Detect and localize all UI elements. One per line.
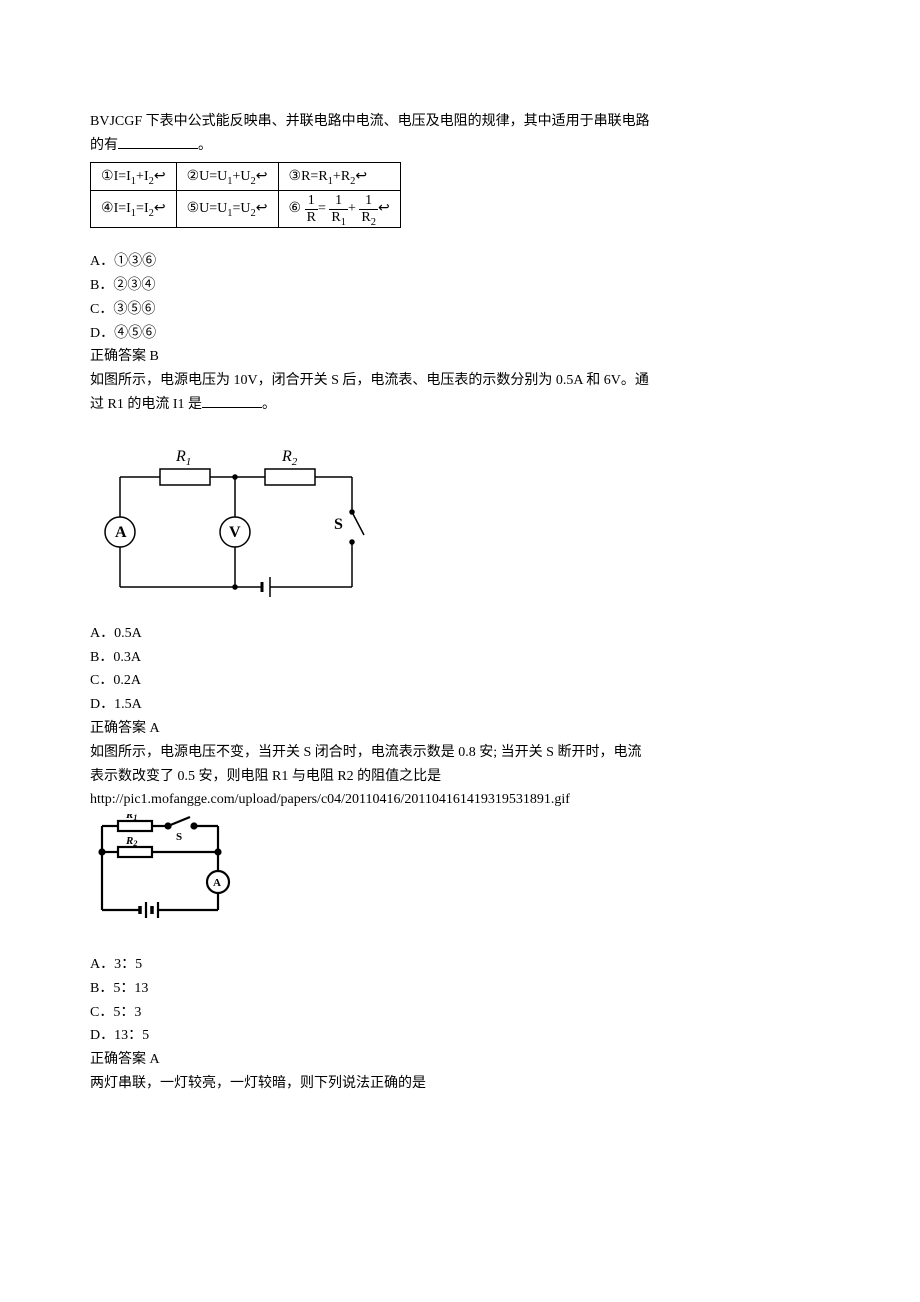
q2-answer: 正确答案 A [90,717,830,741]
svg-text:R1: R1 [125,814,137,822]
q2-option-b: B．0.3A [90,646,830,670]
q1-option-c: C．③⑤⑥ [90,298,830,322]
circled-number: ⑥ [289,202,302,217]
q3-line2: 表示数改变了 0.5 安，则电阻 R1 与电阻 R2 的阻值之比是 [90,765,830,789]
equals-sign: = [318,202,326,217]
switch-label: S [334,516,343,533]
r2-label: R [281,448,292,465]
numerator: 1 [359,193,378,209]
cell-1-2: ②U=U1+U2↩ [176,162,278,191]
q1-option-d: D．④⑤⑥ [90,322,830,346]
r1-sub: 1 [133,814,137,822]
table-row: ④I=I1=I2↩ ⑤U=U1=U2↩ ⑥ 1 R = 1 R1 + 1 R2 … [91,191,401,228]
subscript: 2 [251,208,256,219]
formula-text: +I [136,169,149,184]
formula-text: U=U [199,169,227,184]
q1-intro: BVJCGF 下表中公式能反映串、并联电路中电流、电压及电阻的规律，其中适用于串… [90,110,830,134]
formula-text: =U [233,201,251,216]
ammeter-label: A [115,524,127,541]
subscript: 2 [149,208,154,219]
cell-1-1: ①I=I1+I2↩ [91,162,177,191]
subscript: 2 [371,217,376,228]
q2-option-c: C．0.2A [90,669,830,693]
circled-number: ① [101,169,114,184]
denominator: R2 [359,210,378,225]
denominator: R [305,210,318,225]
circled-number: ② [187,169,200,184]
formula-text: +U [233,169,251,184]
svg-text:R1: R1 [175,448,191,468]
svg-text:R2: R2 [125,835,137,848]
ammeter-label: A [213,877,221,889]
q1-answer: 正确答案 B [90,345,830,369]
subscript: 1 [341,217,346,228]
den-text: R [361,210,370,225]
formula-text: R=R [301,169,328,184]
circled-number: ⑤ [187,201,200,216]
q2-option-a: A．0.5A [90,622,830,646]
plus-sign: + [348,202,356,217]
switch-label: S [176,831,182,843]
q3-option-a: A．3：5 [90,953,830,977]
formula-text: =I [136,201,149,216]
circuit-diagram-2: R1 R2 S A [90,814,830,933]
subscript: 2 [251,175,256,186]
q3-url: http://pic1.mofangge.com/upload/papers/c… [90,788,830,812]
q1-intro2: 的有 。 [90,134,830,158]
fill-blank [202,393,262,408]
r1-label: R [125,814,133,821]
q2-option-d: D．1.5A [90,693,830,717]
fill-blank [118,134,198,149]
table-row: ①I=I1+I2↩ ②U=U1+U2↩ ③R=R1+R2↩ [91,162,401,191]
q3-answer: 正确答案 A [90,1048,830,1072]
formula-text: +R [333,169,350,184]
q1-intro-c: 。 [198,138,212,153]
formula-text: U=U [199,201,227,216]
den-text: R [331,210,340,225]
q3-line1: 如图所示，电源电压不变，当开关 S 闭合时，电流表示数是 0.8 安; 当开关 … [90,741,830,765]
circled-number: ③ [289,169,302,184]
circuit-diagram-1: R1 R2 A V S [90,437,380,612]
denominator: R1 [329,210,348,225]
r2-sub: 2 [292,456,298,468]
q3-option-c: C．5：3 [90,1001,830,1025]
r1-label: R [175,448,186,465]
formula-text: I=I [114,201,131,216]
cell-1-3: ③R=R1+R2↩ [278,162,400,191]
numerator: 1 [305,193,318,209]
q3-option-d: D．13：5 [90,1024,830,1048]
fraction: 1 R2 [359,193,378,225]
r1-sub: 1 [186,456,192,468]
q1-intro-b: 的有 [90,138,118,153]
formula-text: I=I [114,169,131,184]
q2-line2b: 。 [262,397,276,412]
cell-2-3: ⑥ 1 R = 1 R1 + 1 R2 ↩ [278,191,400,228]
circled-number: ④ [101,201,114,216]
r2-label: R [125,835,133,847]
r2-sub: 2 [132,839,137,848]
subscript: 2 [350,175,355,186]
cell-2-1: ④I=I1=I2↩ [91,191,177,228]
q1-intro-a: BVJCGF 下表中公式能反映串、并联电路中电流、电压及电阻的规律，其中适用于串… [90,114,650,129]
fraction: 1 R1 [329,193,348,225]
voltmeter-label: V [229,524,241,541]
fraction: 1 R [305,193,318,225]
q2-line2a: 过 R1 的电流 I1 是 [90,397,202,412]
q2-line2: 过 R1 的电流 I1 是 。 [90,393,830,417]
q2-line1: 如图所示，电源电压为 10V，闭合开关 S 后，电流表、电压表的示数分别为 0.… [90,369,830,393]
formula-table: ①I=I1+I2↩ ②U=U1+U2↩ ③R=R1+R2↩ ④I=I1=I2↩ … [90,162,401,229]
q1-option-a: A．①③⑥ [90,250,830,274]
subscript: 2 [149,175,154,186]
q3-option-b: B．5：13 [90,977,830,1001]
q4-line1: 两灯串联，一灯较亮，一灯较暗，则下列说法正确的是 [90,1072,830,1096]
q1-option-b: B．②③④ [90,274,830,298]
cell-2-2: ⑤U=U1=U2↩ [176,191,278,228]
svg-text:R2: R2 [281,448,298,468]
numerator: 1 [329,193,348,209]
